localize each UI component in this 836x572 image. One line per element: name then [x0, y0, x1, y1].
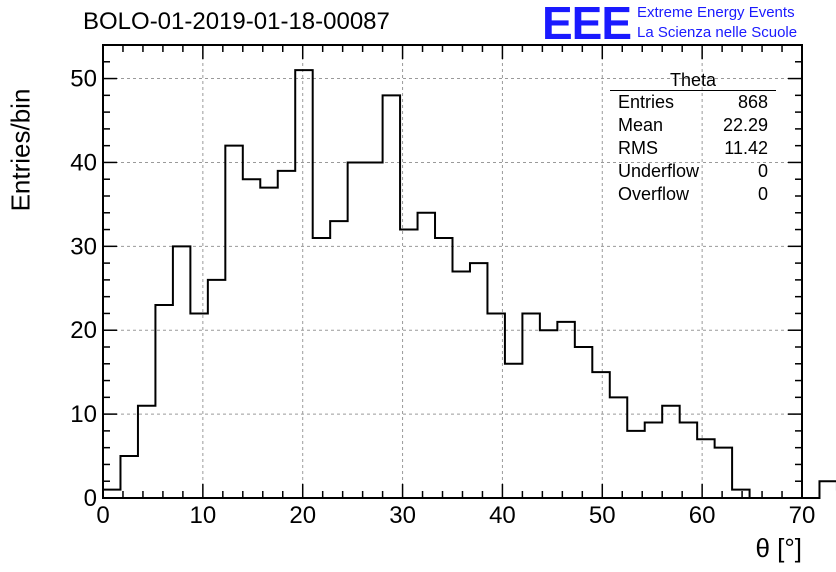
histogram-bin — [819, 481, 836, 498]
histogram-bin — [732, 490, 749, 498]
histogram-bin — [453, 272, 470, 499]
histogram-bin — [400, 230, 417, 498]
histogram-bin — [365, 162, 382, 498]
histogram-bin — [190, 313, 207, 498]
logo-line-2: La Scienza nelle Scuole — [637, 24, 798, 41]
y-tick-label: 50 — [70, 66, 97, 93]
histogram-bin — [680, 423, 697, 499]
histogram-bin — [715, 448, 732, 498]
stats-row-mean: Mean 22.29 — [610, 114, 776, 137]
histogram-bin — [575, 347, 592, 498]
histogram-bin — [645, 423, 662, 499]
axes: 0 10 20 30 40 50 60 70 0 10 20 30 40 50 — [70, 44, 816, 529]
histogram-bin — [138, 406, 155, 498]
stats-value: 11.42 — [724, 138, 768, 158]
histogram-bin — [418, 213, 435, 498]
histogram-bin — [155, 305, 172, 498]
histogram-bin — [540, 330, 557, 498]
x-tick-label: 60 — [689, 502, 716, 529]
x-tick-label: 50 — [589, 502, 616, 529]
histogram-bin — [330, 221, 347, 498]
histogram-bin — [487, 313, 504, 498]
y-tick-label: 10 — [70, 401, 97, 428]
y-axis-label-wrap: Entries/bin — [6, 89, 36, 212]
histogram-bin — [522, 313, 539, 498]
histogram-bin — [627, 431, 644, 498]
histogram-bin — [592, 372, 609, 498]
histogram-bin — [225, 146, 242, 498]
histogram-bin — [208, 280, 225, 498]
y-tick-label: 30 — [70, 233, 97, 260]
histogram-bin — [313, 238, 330, 498]
stats-title: Theta — [610, 70, 776, 91]
stats-row-entries: Entries 868 — [610, 91, 776, 114]
stats-row-underflow: Underflow 0 — [610, 160, 776, 183]
histogram-bin — [103, 490, 120, 498]
histogram-bin — [173, 246, 190, 498]
stats-row-overflow: Overflow 0 — [610, 183, 776, 206]
y-tick-label: 40 — [70, 149, 97, 176]
logo-line-1: Extreme Energy Events — [637, 4, 795, 21]
x-tick-label: 70 — [789, 502, 816, 529]
y-tick-label: 0 — [84, 485, 97, 512]
y-axis-label: Entries/bin — [5, 88, 36, 212]
eee-logo: EEE — [542, 0, 632, 49]
x-tick-label: 10 — [190, 502, 217, 529]
stats-row-rms: RMS 11.42 — [610, 137, 776, 160]
histogram-bin — [697, 439, 714, 498]
stats-label: Entries — [618, 92, 675, 112]
stats-label: RMS — [618, 138, 658, 158]
stats-label: Mean — [618, 115, 664, 135]
stats-label: Underflow — [618, 161, 700, 181]
stats-value: 22.29 — [722, 115, 768, 135]
histogram-bin — [505, 364, 522, 498]
histogram-bin — [243, 179, 260, 498]
histogram-bin — [348, 162, 365, 498]
stats-value: 0 — [757, 161, 768, 181]
stats-value: 0 — [757, 184, 768, 204]
x-tick-label: 40 — [489, 502, 516, 529]
plot-frame — [102, 44, 803, 499]
stats-value: 868 — [737, 92, 768, 112]
histogram-bin — [383, 95, 400, 498]
histogram-bin — [470, 263, 487, 498]
stats-label: Overflow — [618, 184, 690, 204]
x-tick-label: 20 — [289, 502, 316, 529]
x-axis-label: θ [°] — [755, 533, 802, 563]
histogram-bin — [557, 322, 574, 498]
y-tick-label: 20 — [70, 317, 97, 344]
histogram-bin — [662, 406, 679, 498]
histogram-bin — [260, 188, 277, 498]
histogram-bin — [295, 70, 312, 498]
histogram-bin — [610, 397, 627, 498]
histogram-bin — [435, 238, 452, 498]
x-tick-label: 0 — [96, 502, 109, 529]
x-tick-label: 30 — [389, 502, 416, 529]
histogram-bin — [278, 171, 295, 498]
chart-title: BOLO-01-2019-01-18-00087 — [83, 8, 390, 35]
stats-box: Theta Entries 868 Mean 22.29 RMS 11.42 U… — [610, 70, 776, 206]
